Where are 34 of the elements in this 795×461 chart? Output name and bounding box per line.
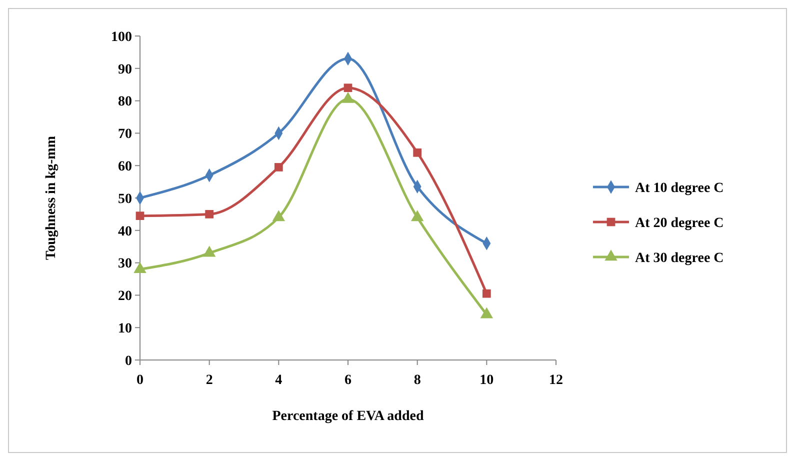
legend-label: At 30 degree C: [635, 250, 724, 266]
y-tick-label: 40: [118, 224, 132, 240]
x-tick-label: 2: [206, 373, 213, 388]
y-tick-label: 70: [118, 127, 132, 142]
point: [344, 84, 352, 92]
y-tick-label: 60: [118, 160, 132, 174]
point: [272, 210, 286, 222]
legend-label: At 10 degree C: [635, 180, 724, 196]
y-tick-label: 20: [118, 289, 132, 304]
point: [413, 148, 422, 157]
legend-label: At 20 degree C: [635, 216, 724, 231]
y-tick-label: 30: [118, 256, 132, 272]
point: [202, 246, 216, 257]
x-tick-label: 8: [414, 373, 421, 388]
x-tick-label: 6: [344, 373, 352, 388]
x-tick-label: 12: [549, 373, 563, 388]
y-tick-label: 90: [118, 62, 132, 78]
point: [136, 212, 144, 220]
point: [274, 163, 283, 172]
x-axis-title: Percentage of EVA added: [272, 409, 424, 424]
y-tick-label: 10: [118, 322, 132, 336]
x-tick-label: 10: [480, 373, 494, 388]
point: [205, 210, 214, 218]
x-tick-label: 4: [275, 373, 282, 388]
y-tick-label: 50: [118, 192, 132, 207]
y-tick-label: 80: [118, 94, 132, 110]
point: [480, 307, 494, 318]
point: [410, 210, 424, 222]
y-tick-label: 100: [111, 30, 132, 45]
y-tick-label: 0: [125, 354, 132, 369]
point: [482, 289, 491, 298]
point: [134, 262, 146, 273]
x-tick-label: 0: [136, 373, 144, 388]
y-axis-title: Toughness in kg-mm: [44, 136, 59, 260]
